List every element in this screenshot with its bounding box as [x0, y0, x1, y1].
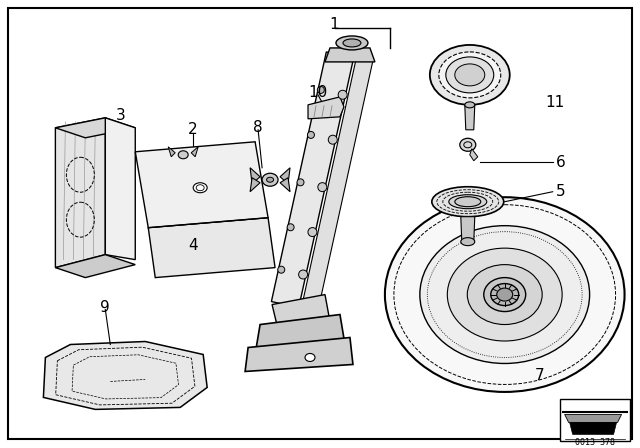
- Ellipse shape: [299, 270, 308, 279]
- Ellipse shape: [307, 131, 314, 138]
- Polygon shape: [245, 337, 353, 371]
- Polygon shape: [280, 168, 290, 184]
- Polygon shape: [56, 118, 135, 138]
- Ellipse shape: [420, 226, 589, 363]
- Ellipse shape: [446, 57, 493, 93]
- Ellipse shape: [467, 265, 542, 324]
- Polygon shape: [250, 178, 260, 192]
- Polygon shape: [570, 422, 616, 435]
- Text: 7: 7: [535, 368, 545, 383]
- Text: 3: 3: [115, 108, 125, 123]
- Ellipse shape: [317, 86, 324, 94]
- Polygon shape: [308, 97, 344, 119]
- Text: 11: 11: [545, 95, 564, 110]
- Polygon shape: [255, 314, 345, 354]
- Ellipse shape: [455, 64, 484, 86]
- Polygon shape: [470, 149, 478, 161]
- Ellipse shape: [338, 90, 347, 99]
- Polygon shape: [564, 414, 621, 422]
- Polygon shape: [325, 48, 375, 62]
- Ellipse shape: [328, 135, 337, 144]
- Ellipse shape: [336, 36, 368, 50]
- Text: 8: 8: [253, 121, 263, 135]
- Ellipse shape: [491, 284, 518, 306]
- Ellipse shape: [461, 237, 475, 246]
- Polygon shape: [302, 56, 373, 310]
- Polygon shape: [250, 168, 260, 184]
- Polygon shape: [465, 105, 475, 130]
- Text: 9: 9: [100, 300, 110, 315]
- Ellipse shape: [297, 179, 304, 186]
- Text: 0013 378: 0013 378: [575, 438, 614, 447]
- Polygon shape: [191, 147, 198, 157]
- Ellipse shape: [430, 45, 509, 105]
- Ellipse shape: [287, 224, 294, 231]
- Polygon shape: [280, 178, 290, 192]
- Text: 4: 4: [188, 238, 198, 253]
- Polygon shape: [148, 218, 275, 278]
- Ellipse shape: [267, 177, 273, 182]
- Text: 6: 6: [556, 155, 565, 170]
- Ellipse shape: [305, 353, 315, 362]
- Polygon shape: [106, 118, 135, 260]
- Polygon shape: [271, 52, 354, 308]
- Ellipse shape: [460, 138, 476, 151]
- Ellipse shape: [318, 183, 327, 192]
- Ellipse shape: [432, 187, 504, 217]
- Bar: [559, 400, 630, 441]
- Ellipse shape: [484, 278, 525, 311]
- Polygon shape: [168, 147, 175, 157]
- Polygon shape: [56, 254, 135, 278]
- Ellipse shape: [447, 248, 562, 341]
- Polygon shape: [272, 295, 330, 330]
- Ellipse shape: [385, 197, 625, 392]
- Ellipse shape: [455, 197, 481, 207]
- Ellipse shape: [278, 266, 285, 273]
- Ellipse shape: [343, 39, 361, 47]
- Text: 1: 1: [329, 17, 339, 32]
- Ellipse shape: [308, 228, 317, 237]
- Ellipse shape: [439, 52, 500, 98]
- Polygon shape: [56, 118, 106, 267]
- Ellipse shape: [193, 183, 207, 193]
- Text: 10: 10: [308, 86, 328, 100]
- Ellipse shape: [449, 195, 487, 209]
- Ellipse shape: [465, 102, 475, 108]
- Ellipse shape: [262, 173, 278, 186]
- Text: 2: 2: [188, 122, 198, 137]
- Ellipse shape: [497, 288, 513, 301]
- Polygon shape: [44, 341, 207, 409]
- Text: 5: 5: [556, 184, 565, 199]
- Ellipse shape: [178, 151, 188, 159]
- Polygon shape: [461, 217, 475, 241]
- Polygon shape: [135, 142, 268, 228]
